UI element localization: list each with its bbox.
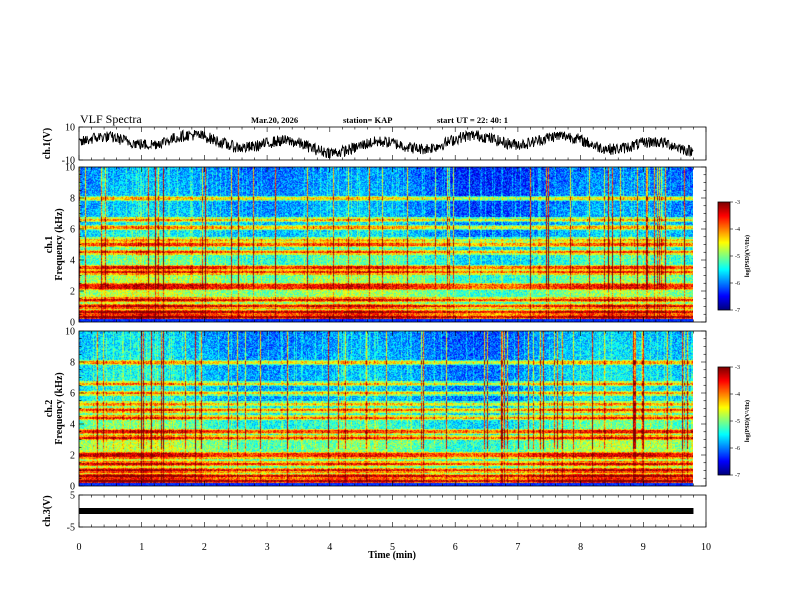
xtick-label: 6 bbox=[453, 542, 458, 553]
colorbar-tick-label: -4 bbox=[735, 227, 740, 233]
xtick-label: 5 bbox=[390, 542, 395, 553]
date-label: Mar.20, 2026 bbox=[251, 115, 299, 125]
colorbar-tick-label: -7 bbox=[735, 308, 740, 314]
colorbar-tick-label: -4 bbox=[735, 392, 740, 398]
xtick-label: 1 bbox=[139, 542, 144, 553]
xaxis-label: Time (min) bbox=[368, 550, 416, 561]
ytick-label: 0 bbox=[70, 318, 75, 329]
xtick-label: 10 bbox=[701, 542, 711, 553]
ytick-label: 6 bbox=[70, 389, 75, 400]
xtick-label: 4 bbox=[327, 542, 332, 553]
colorbar-tick-label: -3 bbox=[735, 365, 740, 371]
ch1-spectrogram-image bbox=[79, 167, 693, 322]
ytick-label: 4 bbox=[70, 420, 75, 431]
ytick-label: -5 bbox=[67, 523, 75, 534]
ytick-label: 4 bbox=[70, 256, 75, 267]
ytick-label: 8 bbox=[70, 194, 75, 205]
ytick-label: 2 bbox=[70, 287, 75, 298]
colorbar-tick-label: -6 bbox=[735, 281, 740, 287]
ch1-colorbar bbox=[718, 202, 730, 310]
xtick-label: 0 bbox=[77, 542, 82, 553]
ch1-waveform-line bbox=[78, 129, 694, 159]
ylabel-channel: ch.1 bbox=[44, 236, 55, 254]
ylabel-waveform: ch.1(V) bbox=[42, 128, 53, 159]
ch3-signal-bar bbox=[79, 508, 694, 514]
xtick-label: 2 bbox=[202, 542, 207, 553]
ch2-spectrogram-image bbox=[79, 331, 693, 486]
station-label: station= KAP bbox=[343, 115, 393, 125]
colorbar-label: log(PSD)(V²/Hz) bbox=[744, 235, 751, 277]
ylabel-frequency: Frequency (kHz) bbox=[54, 208, 65, 280]
ch2-colorbar bbox=[718, 367, 730, 475]
ytick-label: 10 bbox=[65, 163, 75, 174]
axis-ticks bbox=[78, 126, 733, 528]
colorbar-label: log(PSD)(V²/Hz) bbox=[744, 400, 751, 442]
colorbar-tick-label: -7 bbox=[735, 473, 740, 479]
ylabel-frequency: Frequency (kHz) bbox=[54, 372, 65, 444]
ytick-label: 6 bbox=[70, 225, 75, 236]
chart-title: VLF Spectra bbox=[80, 112, 142, 126]
ylabel-channel: ch.2 bbox=[44, 400, 55, 418]
colorbar-tick-label: -5 bbox=[735, 254, 740, 260]
xtick-label: 8 bbox=[578, 542, 583, 553]
ytick-label: 10 bbox=[65, 123, 75, 134]
ytick-label: 10 bbox=[65, 327, 75, 338]
ylabel-waveform: ch.3(V) bbox=[42, 495, 53, 526]
colorbar-tick-label: -5 bbox=[735, 419, 740, 425]
ytick-label: 5 bbox=[70, 491, 75, 502]
xtick-label: 9 bbox=[641, 542, 646, 553]
ytick-label: 2 bbox=[70, 451, 75, 462]
colorbar-tick-label: -6 bbox=[735, 446, 740, 452]
ytick-label: -10 bbox=[62, 156, 75, 167]
start-time-label: start UT = 22: 40: 1 bbox=[437, 115, 509, 125]
ytick-label: 8 bbox=[70, 358, 75, 369]
xtick-label: 7 bbox=[515, 542, 520, 553]
colorbar-tick-label: -3 bbox=[735, 200, 740, 206]
ytick-label: 0 bbox=[70, 482, 75, 493]
xtick-label: 3 bbox=[265, 542, 270, 553]
